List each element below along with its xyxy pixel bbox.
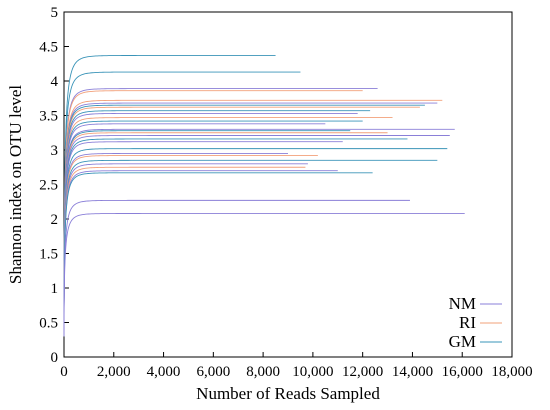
y-tick-label: 0 bbox=[51, 350, 59, 366]
x-tick-label: 4,000 bbox=[147, 364, 181, 380]
y-axis-title: Shannon index on OTU level bbox=[6, 85, 25, 285]
rarefaction-curve bbox=[63, 172, 373, 337]
rarefaction-curve bbox=[63, 88, 378, 337]
x-tick-label: 2,000 bbox=[97, 364, 131, 380]
y-tick-label: 4 bbox=[51, 74, 59, 90]
rarefaction-curve bbox=[63, 155, 318, 337]
y-tick-label: 3.5 bbox=[39, 109, 58, 125]
plot-area: 0 2,000 4,000 6,000 8,000 10,000 12,000 14,000 1… bbox=[39, 5, 532, 380]
rarefaction-curve bbox=[63, 163, 308, 337]
y-tick-label: 4.5 bbox=[39, 40, 58, 56]
x-tick-label: 18,000 bbox=[491, 364, 532, 380]
rarefaction-curve bbox=[63, 170, 338, 337]
rarefaction-curve bbox=[63, 110, 371, 337]
x-axis-title: Number of Reads Sampled bbox=[196, 384, 380, 403]
legend-label: RI bbox=[459, 313, 476, 332]
rarefaction-curve bbox=[63, 141, 343, 337]
x-tick-label: 10,000 bbox=[292, 364, 333, 380]
legend-label: NM bbox=[449, 294, 476, 313]
legend-label: GM bbox=[449, 332, 476, 351]
y-tick-label: 1 bbox=[51, 281, 59, 297]
series-layer bbox=[63, 55, 465, 337]
rarefaction-curve bbox=[63, 138, 408, 337]
rarefaction-curve bbox=[63, 152, 288, 337]
rarefaction-curve bbox=[63, 102, 438, 337]
rarefaction-curve bbox=[63, 117, 393, 337]
y-tick-label: 2.5 bbox=[39, 178, 58, 194]
y-tick-label: 2 bbox=[51, 212, 59, 228]
rarefaction-curve bbox=[63, 199, 410, 337]
x-tick-label: 6,000 bbox=[196, 364, 230, 380]
x-tick-label: 14,000 bbox=[392, 364, 433, 380]
x-tick-label: 0 bbox=[60, 364, 68, 380]
y-tick-label: 0.5 bbox=[39, 316, 58, 332]
rarefaction-curve bbox=[63, 130, 351, 337]
plot-frame bbox=[63, 11, 513, 358]
rarefaction-curve bbox=[63, 166, 306, 337]
x-tick-label: 12,000 bbox=[342, 364, 383, 380]
rarefaction-curve bbox=[63, 90, 363, 337]
rarefaction-curve bbox=[63, 104, 425, 337]
rarefaction-curve bbox=[63, 159, 438, 337]
rarefaction-curve bbox=[63, 213, 465, 337]
y-tick-label: 5 bbox=[51, 5, 59, 21]
rarefaction-curve bbox=[63, 132, 388, 337]
rarefaction-curve bbox=[63, 112, 358, 337]
x-tick-label: 16,000 bbox=[442, 364, 483, 380]
rarefaction-curve bbox=[63, 71, 301, 337]
x-tick-label: 8,000 bbox=[246, 364, 280, 380]
y-tick-label: 1.5 bbox=[39, 247, 58, 263]
rarefaction-curve bbox=[63, 148, 448, 337]
rarefaction-curve bbox=[63, 135, 450, 337]
rarefaction-curve bbox=[63, 55, 276, 337]
y-tick-label: 3 bbox=[51, 143, 59, 159]
